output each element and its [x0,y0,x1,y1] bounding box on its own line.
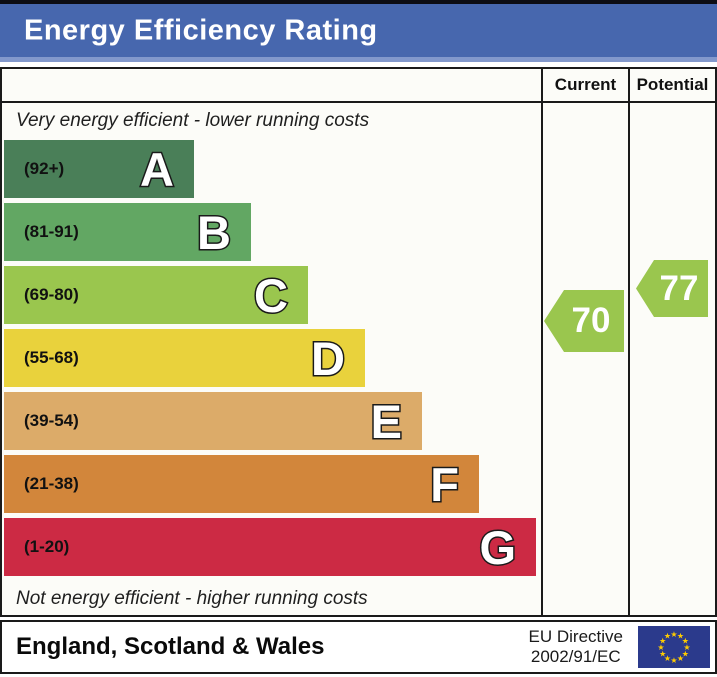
band-range: (39-54) [24,411,79,430]
eu-directive-line2: 2002/91/EC [530,647,621,666]
band-range: (69-80) [24,285,79,304]
band-letter: A [139,142,176,196]
rating-band: (21-38) F [4,455,479,513]
band-letter: F [429,457,461,511]
current-rating-value: 70 [571,301,611,340]
svg-text:★: ★ [664,654,671,663]
rating-band: (1-20) G [4,518,536,576]
band-range: (21-38) [24,474,79,493]
eu-flag-stars: ★ ★★★★★★★★★★★ [657,630,690,665]
rating-band: (92+) A [4,140,194,198]
rating-band: (69-80) C [4,266,308,324]
potential-column-header: Potential [636,75,709,94]
eu-directive-line1: EU Directive [528,627,623,646]
header-divider [2,101,715,103]
band-range: (55-68) [24,348,79,367]
potential-column-divider [628,69,630,615]
band-letter: G [478,520,518,574]
rating-band: (39-54) E [4,392,422,450]
potential-rating-value: 77 [659,268,699,308]
rating-band: (81-91) B [4,203,251,261]
current-rating-arrow: 70 [544,290,624,352]
band-letter: D [310,331,347,385]
band-range: (92+) [24,159,65,178]
top-note: Very energy efficient - lower running co… [16,110,370,131]
band-letter: C [253,268,290,322]
band-range: (1-20) [24,537,70,556]
eu-flag-field [638,626,710,668]
svg-text:★: ★ [683,643,690,652]
svg-text:★: ★ [670,630,677,639]
band-letter: B [196,205,233,259]
title-banner: Energy Efficiency Rating [0,4,717,62]
rating-band: (55-68) D [4,329,365,387]
svg-text:★: ★ [664,632,671,641]
svg-text:★: ★ [659,649,666,658]
potential-rating-arrow: 77 [636,260,708,317]
current-column-divider [541,69,543,615]
svg-text:★: ★ [677,654,684,663]
svg-text:★: ★ [657,643,664,652]
svg-text:★: ★ [682,649,689,658]
footer: England, Scotland & Wales EU Directive 2… [0,620,717,674]
svg-text:★: ★ [670,656,677,665]
svg-text:★: ★ [682,636,689,645]
svg-text:★: ★ [677,632,684,641]
bands: (92+) A (81-91) B (69-80) C (55-68) D (3… [4,140,541,576]
band-letter: E [369,394,403,448]
bottom-note: Not energy efficient - higher running co… [16,588,368,609]
page-title: Energy Efficiency Rating [24,14,378,46]
top-edge [0,0,717,4]
band-range: (81-91) [24,222,79,241]
eu-directive-label: EU Directive 2002/91/EC [529,627,623,667]
current-column-header: Current [554,75,617,94]
rating-table: Current Potential Very energy efficient … [0,67,717,617]
svg-text:★: ★ [659,636,666,645]
eu-flag-icon: ★ ★★★★★★★★★★★ [638,626,710,668]
region-label: England, Scotland & Wales [16,633,325,660]
